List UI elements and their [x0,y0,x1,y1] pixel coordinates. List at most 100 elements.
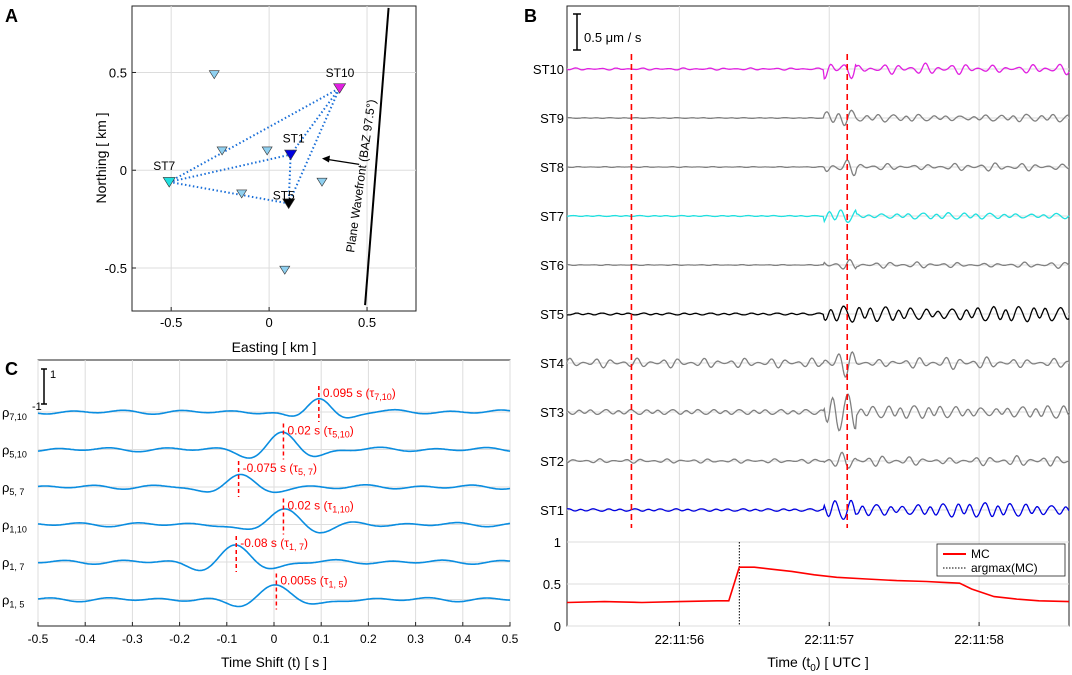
a-ytick-label: -0.5 [105,261,127,276]
mc-xtick-label: 22:11:58 [954,632,1004,647]
station-marker-st5 [282,198,296,210]
pair-line-st5-st10 [287,87,341,204]
corr-peak-label: -0.075 s (τ5, 7) [243,461,317,477]
c-xtick-label: -0.4 [75,632,96,646]
a-ytick-label: 0.5 [109,65,127,80]
panel-c-ticks: -0.5 -0.4 -0.3 -0.2 -0.1 0 0.1 0.2 0.3 0.4 0.5 [28,622,519,646]
c-xtick-label: 0.1 [313,632,330,646]
pair-line-st7-st10 [168,87,341,183]
corr-trace [38,544,511,572]
a-xtick-label: -0.5 [160,315,182,330]
trace-st8 [566,159,1070,177]
baz-arrow-head [321,155,330,163]
pair-line-st7-st5 [169,180,289,205]
trace-st3 [566,393,1070,432]
c-scale-bottom-label: -1 [32,401,42,413]
corr-peak-label: -0.08 s (τ1, 7) [240,536,308,552]
rho-label: ρ1, 5 [2,593,24,610]
trace-label-st10: ST10 [533,62,564,77]
c-scale-top-label: 1 [50,369,56,381]
rho-label: ρ1,10 [2,518,27,535]
baz-arrow-shaft [327,158,360,166]
station-marker [208,70,220,80]
pair-line-st7-st1 [168,153,291,183]
mc-xtick-label: 22:11:57 [804,632,854,647]
panel-a-grid [132,6,416,311]
panel-label-a: A [5,6,18,26]
rho-label: ρ7,10 [2,405,27,422]
corr-peak-label: 0.02 s (τ5,10) [287,424,353,440]
panel-a-stations: ST10 ST1 ST7 ST5 [153,66,355,275]
panel-b-mc-grid [567,541,1069,627]
panel-a-ticks: -0.5 0 0.5 -0.5 0 0.5 [105,65,376,330]
panel-b-scale-bar: 0.5 μm / s [573,13,642,51]
trace-st2 [566,451,1070,469]
a-xtick-label: 0 [265,315,272,330]
panel-c-scale-bar: 1 -1 [32,368,56,413]
c-xtick-label: -0.5 [28,632,49,646]
station-marker-st7 [162,177,176,188]
station-label-st10: ST10 [326,66,355,80]
corr-peak-label: 0.02 s (τ1,10) [287,499,353,515]
corr-trace [37,397,511,419]
mc-xtick-label: 22:11:56 [655,632,705,647]
trace-label-st6: ST6 [540,258,564,273]
station-marker-st10 [333,83,347,94]
pair-line-st1-st10 [289,87,341,156]
c-xtick-label: -0.2 [169,632,190,646]
rho-label: ρ1, 7 [2,555,24,572]
corr-trace [37,473,511,494]
c-xtick-label: 0.3 [407,632,424,646]
legend-mc-label: MC [971,547,990,561]
panel-b-traces [566,62,1070,521]
c-xtick-label: 0 [271,632,278,646]
panel-a-ylabel: Northing [ km ] [93,112,109,203]
a-xtick-label: 0.5 [358,315,376,330]
mc-ytick-label: 0 [554,619,561,634]
trace-label-st5: ST5 [540,307,564,322]
trace-label-st2: ST2 [540,454,564,469]
panel-label-b: B [524,6,537,26]
panel-b-red-markers [630,54,849,528]
trace-label-st9: ST9 [540,111,564,126]
corr-peak-label: 0.005s (τ1, 5) [280,574,347,590]
trace-st5 [566,305,1070,323]
panel-label-c: C [5,359,18,379]
corr-trace [37,584,510,608]
trace-label-st3: ST3 [540,405,564,420]
panel-b-xlabel: Time (t0) [ UTC ] [767,654,869,674]
station-marker [236,189,248,199]
c-xtick-label: 0.5 [502,632,519,646]
trace-label-st7: ST7 [540,209,564,224]
panel-c-traces: 0.095 s (τ7,10) ρ7,10 0.02 s (τ5,10) ρ5,10 -… [2,386,511,610]
trace-st9 [567,109,1069,127]
c-xtick-label: 0.2 [360,632,377,646]
panel-b-mc-ticks: 22:11:56 22:11:57 22:11:58 0 0.5 1 [543,535,1004,647]
corr-trace [37,508,511,534]
corr-peak-label: 0.095 s (τ7,10) [323,386,396,402]
trace-label-st1: ST1 [540,503,564,518]
panel-b-mc-curve [566,542,1070,626]
pair-line-st1-st5 [287,154,292,204]
panel-a-pair-lines [168,87,341,205]
a-ytick-label: 0 [120,163,127,178]
panel-b-waveforms: 0.5 μm / s ST10ST9ST8ST7ST6ST5ST4ST3ST2S… [533,5,1070,674]
panel-c-grid [37,360,511,626]
legend-argmax-label: argmax(MC) [971,561,1038,575]
mc-ytick-label: 0.5 [543,577,561,592]
station-label-st1: ST1 [283,132,305,146]
mc-ytick-label: 1 [554,535,561,550]
trace-st6 [567,258,1070,270]
corr-trace [37,431,511,459]
trace-label-st4: ST4 [540,356,564,371]
trace-st10 [566,62,1070,80]
c-xtick-label: -0.3 [122,632,143,646]
trace-st7 [566,208,1070,224]
station-label-st5: ST5 [273,188,295,202]
panel-c-correlations: 1 -1 0.095 s (τ7,10) ρ7,10 0.02 s (τ5,10) ρ… [2,359,519,670]
station-marker [279,265,291,275]
panel-a-xlabel: Easting [ km ] [232,339,317,355]
panel-c-xlabel: Time Shift (t) [ s ] [221,654,327,670]
